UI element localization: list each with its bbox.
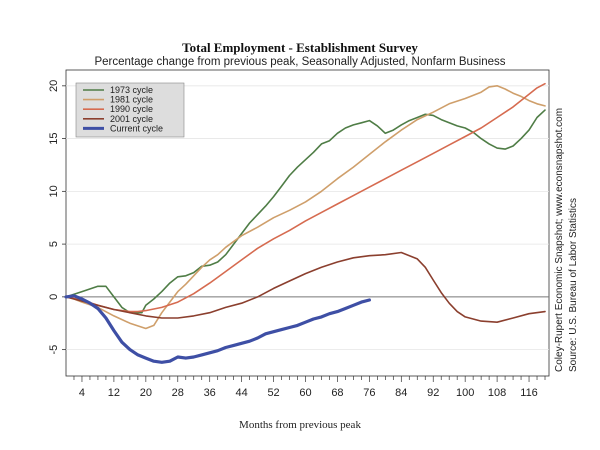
axes: -5 0 5 10 15 20 4 12 20 28 36 44 52 60 68 76 84 92 100 108 1… [48,80,546,399]
x-tick-label-2: 20 [140,387,152,399]
source-notes: Coley-Rupert Economic Snapshot; www.econ… [554,108,579,372]
legend-label-1: 1981 cycle [110,95,153,105]
series-line-2 [65,82,546,313]
legend-label-0: 1973 cycle [110,85,153,95]
chart-title: Total Employment - Establishment Survey [182,40,418,55]
y-tick-label-3: 10 [48,185,60,197]
y-tick-label-5: 20 [48,80,60,92]
x-tick-label-3: 28 [172,387,184,399]
chart-subtitle: Percentage change from previous peak, Se… [94,56,506,68]
legend-label-3: 2001 cycle [110,114,153,124]
series-line-4 [64,294,371,364]
x-tick-label-0: 4 [79,387,85,399]
series-line-0 [65,109,546,314]
x-tick-label-5: 44 [236,387,248,399]
x-tick-label-4: 36 [204,387,216,399]
x-axis-label: Months from previous peak [239,419,361,431]
y-tick-label-2: 5 [48,241,60,247]
y-tick-label-4: 15 [48,132,60,144]
y-tick-label-0: -5 [48,345,60,355]
x-tick-label-11: 92 [427,387,439,399]
series-line-3 [65,251,546,323]
x-tick-label-13: 108 [488,387,506,399]
x-tick-label-1: 12 [108,387,120,399]
legend-label-2: 1990 cycle [110,104,153,114]
x-tick-label-12: 100 [456,387,474,399]
series-lines [64,82,546,364]
x-tick-label-7: 60 [299,387,311,399]
y-tick-label-1: 0 [48,294,60,300]
legend-label-4: Current cycle [110,123,163,133]
note-snapshot: Coley-Rupert Economic Snapshot; www.econ… [554,108,565,372]
note-source: Source: U.S. Bureau of Labor Statistics [568,198,579,372]
series-line-1 [65,85,546,330]
x-tick-label-6: 52 [267,387,279,399]
x-tick-label-9: 76 [363,387,375,399]
x-tick-label-10: 84 [395,387,407,399]
x-tick-label-8: 68 [331,387,343,399]
x-tick-label-14: 116 [520,387,538,399]
